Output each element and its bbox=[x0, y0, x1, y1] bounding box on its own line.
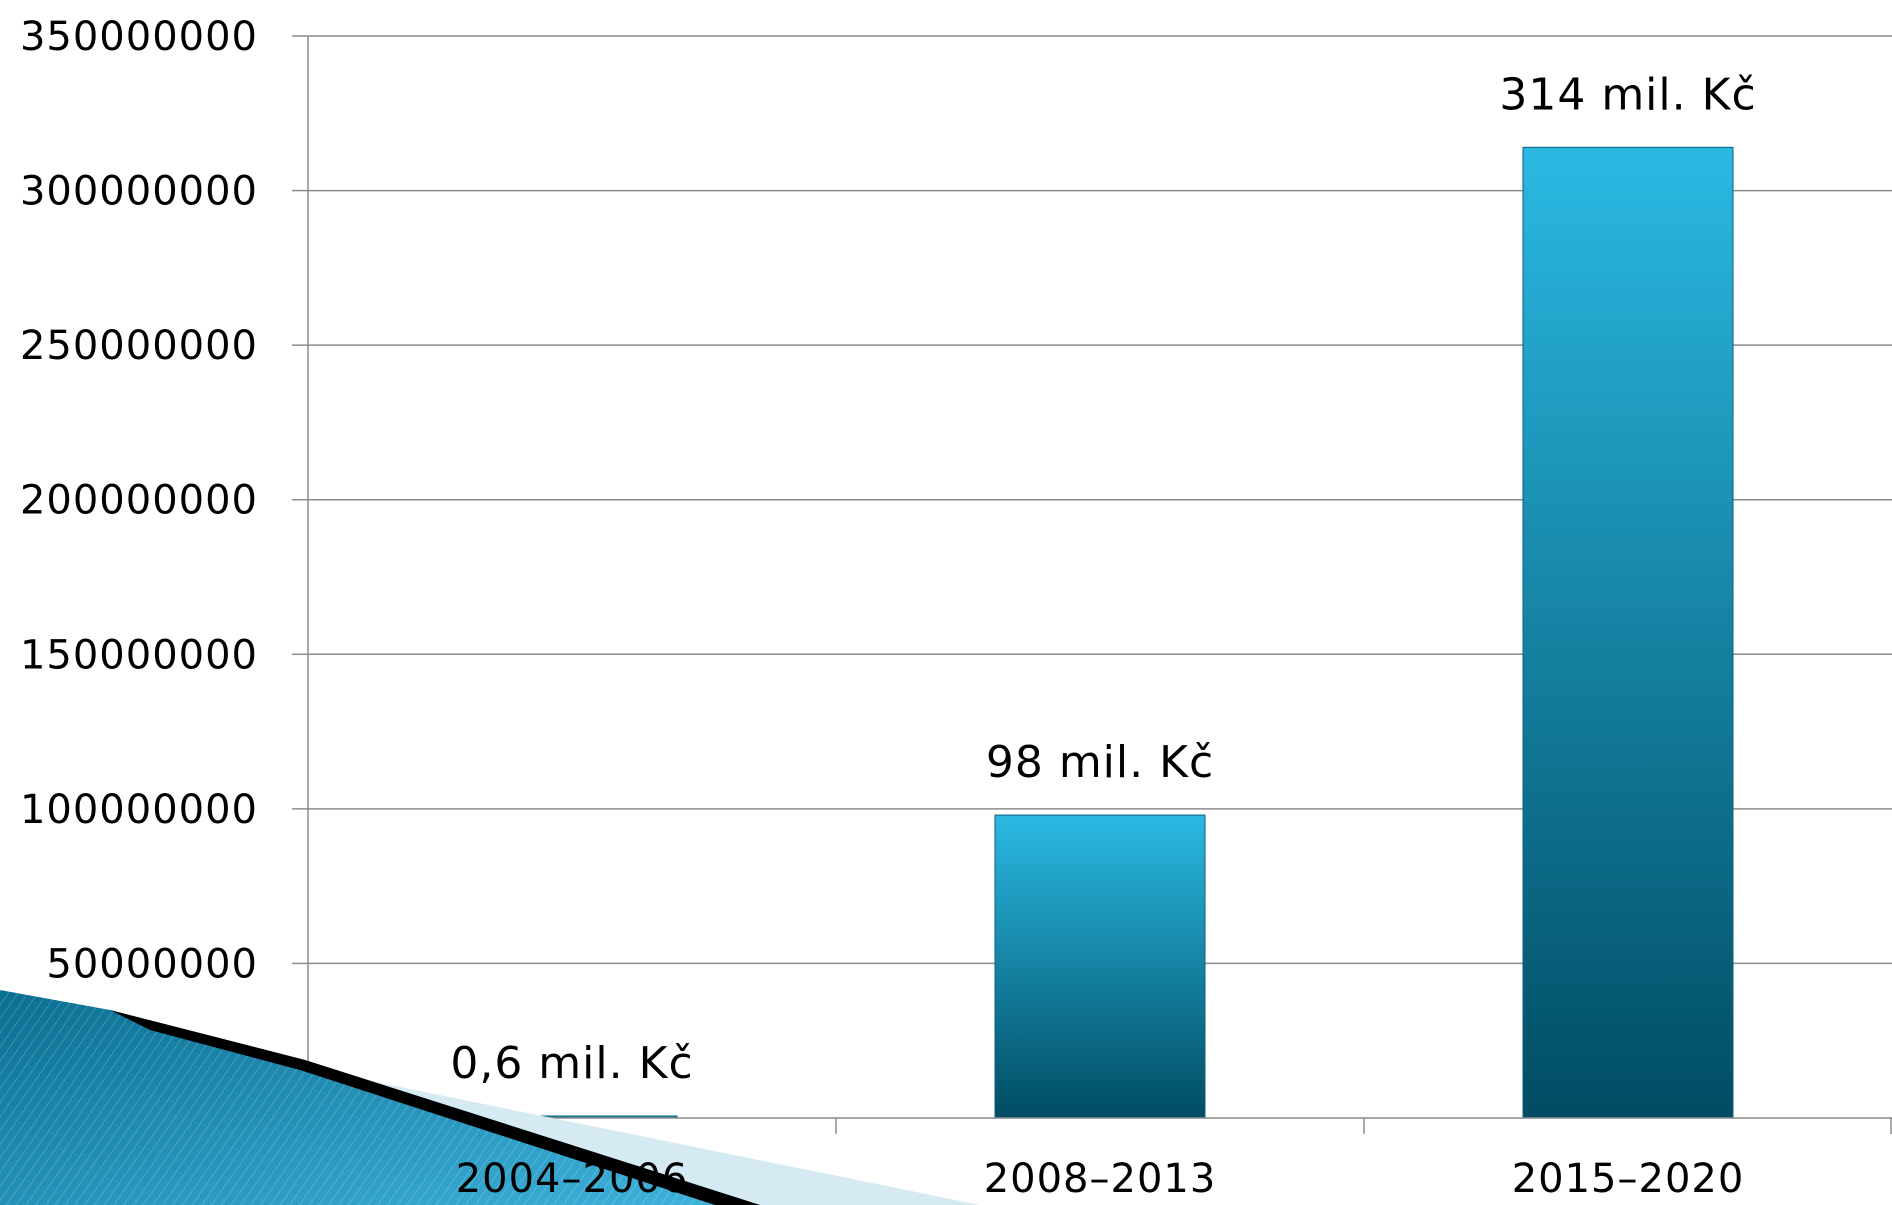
data-labels: 0,6 mil. Kč 98 mil. Kč 314 mil. Kč bbox=[450, 69, 1756, 1089]
y-tick-label: 250000000 bbox=[20, 323, 258, 369]
axes bbox=[307, 36, 1892, 1134]
data-label: 0,6 mil. Kč bbox=[450, 1038, 693, 1089]
decorative-swoosh bbox=[0, 990, 980, 1205]
bar bbox=[1522, 146, 1734, 1119]
y-tick-label: 50000000 bbox=[46, 941, 258, 987]
data-label: 314 mil. Kč bbox=[1499, 69, 1756, 120]
y-tick-label: 150000000 bbox=[20, 632, 258, 678]
bar bbox=[994, 814, 1206, 1119]
bars bbox=[466, 146, 1734, 1119]
data-label: 98 mil. Kč bbox=[986, 737, 1214, 788]
gridlines bbox=[308, 35, 1892, 965]
y-axis-ticks: 0500000001000000001500000002000000002500… bbox=[20, 14, 308, 1142]
x-tick-label: 2004–2006 bbox=[456, 1156, 689, 1202]
x-tick-label: 2008–2013 bbox=[984, 1156, 1217, 1202]
y-tick-label: 100000000 bbox=[20, 787, 258, 833]
y-tick-label: 200000000 bbox=[20, 478, 258, 524]
x-axis-labels: 2004–2006 2008–2013 2015–2020 bbox=[456, 1156, 1745, 1202]
x-tick-label: 2015–2020 bbox=[1512, 1156, 1745, 1202]
y-tick-label: 350000000 bbox=[20, 14, 258, 60]
y-tick-label: 300000000 bbox=[20, 169, 258, 215]
